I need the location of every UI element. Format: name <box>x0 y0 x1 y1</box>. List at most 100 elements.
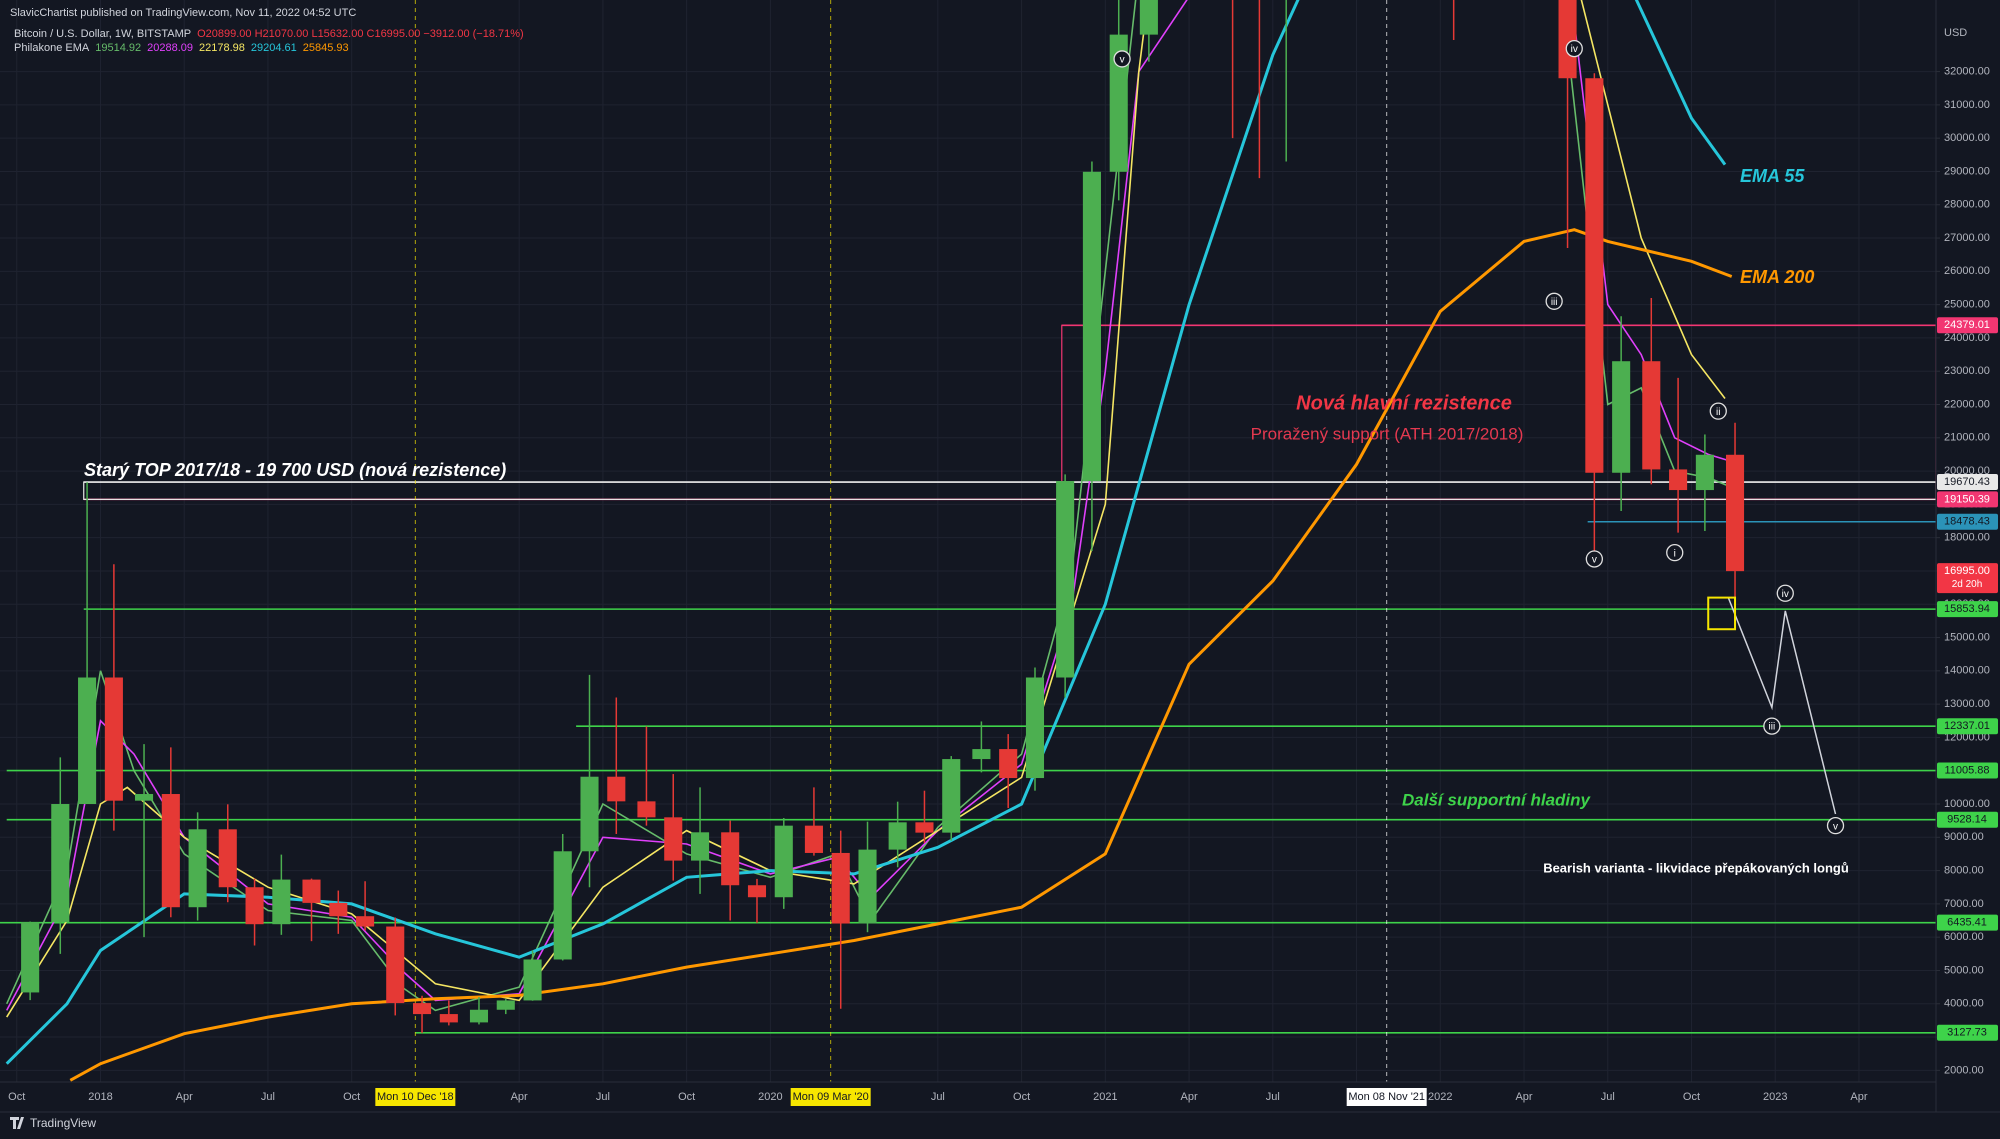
x-tick-label: 2020 <box>758 1091 782 1103</box>
price-tag-label: 3127.73 <box>1947 1027 1987 1039</box>
y-tick-label: 23000.00 <box>1944 365 1990 377</box>
x-tick-label: Oct <box>343 1091 360 1103</box>
price-tag-label: 12337.01 <box>1944 720 1990 732</box>
candle-body <box>774 825 793 898</box>
x-tick-label: Jul <box>261 1091 275 1103</box>
candle-body <box>1612 361 1631 473</box>
price-tag-countdown: 2d 20h <box>1952 579 1983 590</box>
y-tick-label: 7000.00 <box>1944 898 1984 910</box>
footer-bar <box>0 1112 2000 1139</box>
y-tick-label: 28000.00 <box>1944 199 1990 211</box>
price-tag <box>1937 718 1998 735</box>
y-tick-label: 20000.00 <box>1944 465 1990 477</box>
annotation: Bearish varianta - likvidace přepákovaný… <box>1543 860 1849 875</box>
wave-label: i <box>1674 548 1676 559</box>
candle-body <box>1082 171 1101 482</box>
candle-body <box>553 851 572 960</box>
ema-legend-value: 22178.98 <box>199 42 245 54</box>
x-tick-label: Jul <box>1266 1091 1280 1103</box>
publish-info: SlavicChartist published on TradingView.… <box>10 7 356 19</box>
candle-body <box>1669 469 1688 491</box>
x-tick-label: Jul <box>931 1091 945 1103</box>
candle-body <box>302 879 321 903</box>
x-tick-label: Jul <box>1601 1091 1615 1103</box>
highlight-box <box>1707 596 1737 631</box>
candle-body <box>245 887 264 925</box>
price-tag <box>1937 811 1998 828</box>
candle-body <box>804 825 823 853</box>
price-tag <box>1937 601 1998 618</box>
indicator-name: Philakone EMA <box>14 42 90 54</box>
candle-body <box>51 804 70 923</box>
wave-label: v <box>1592 555 1597 566</box>
wave-circle <box>1565 39 1583 58</box>
price-tag <box>1937 563 1998 594</box>
indicator-line: Philakone EMA 19514.92 20288.09 22178.98 292… <box>14 42 349 54</box>
candle-body <box>1025 677 1045 779</box>
wave-circle <box>1826 816 1845 835</box>
price-tag <box>1937 513 1998 530</box>
candle-body <box>831 852 850 924</box>
price-tag-label: 6435.41 <box>1947 917 1987 929</box>
symbol: Bitcoin / U.S. Dollar, 1W, BITSTAMP <box>14 28 191 40</box>
x-tick-label: Oct <box>678 1091 695 1103</box>
wave-label: iii <box>1769 722 1776 733</box>
date-flag <box>1346 1088 1427 1106</box>
candle-body <box>134 794 154 801</box>
y-tick-label: 12000.00 <box>1944 731 1990 743</box>
ema-legend-value: 19514.92 <box>95 42 141 54</box>
candle-body <box>329 902 348 917</box>
ema-line <box>5 0 1727 1065</box>
wave-label: iii <box>1551 297 1558 308</box>
y-tick-label: 30000.00 <box>1944 132 1990 144</box>
wave-label: iv <box>1571 44 1578 55</box>
candle-body <box>580 776 599 852</box>
candle-body <box>1695 454 1714 491</box>
wave-circle <box>1585 550 1604 568</box>
y-tick-label: 9000.00 <box>1944 831 1984 843</box>
candle-body <box>690 832 710 861</box>
candle-body <box>1139 0 1158 35</box>
date-flag <box>790 1088 871 1106</box>
x-tick-label: 2021 <box>1093 1091 1117 1103</box>
wave-label: v <box>1120 55 1125 66</box>
y-tick-label: 21000.00 <box>1944 432 1990 444</box>
wave-circle <box>1113 50 1131 68</box>
y-tick-label: 26000.00 <box>1944 265 1990 277</box>
y-tick-label: 15000.00 <box>1944 631 1990 643</box>
candle-body <box>161 794 180 908</box>
x-tick-label: Apr <box>1515 1091 1532 1103</box>
y-tick-label: 13000.00 <box>1944 698 1990 710</box>
ema-legend-value: 29204.61 <box>251 42 297 54</box>
date-flag-label: Mon 08 Nov '21 <box>1348 1091 1425 1103</box>
price-tag <box>1937 474 1998 491</box>
y-tick-label: 2000.00 <box>1944 1064 1984 1076</box>
x-tick-label: 2022 <box>1428 1091 1452 1103</box>
candle-body <box>721 832 740 886</box>
candle-body <box>999 749 1018 779</box>
annotation: EMA 200 <box>1740 267 1814 287</box>
y-tick-label: 31000.00 <box>1944 99 1990 111</box>
price-tag-label: 19150.39 <box>1944 493 1990 505</box>
candle-body <box>412 1003 432 1015</box>
candle-body <box>942 759 961 833</box>
y-tick-label: 4000.00 <box>1944 998 1984 1010</box>
x-tick-label: Oct <box>1683 1091 1700 1103</box>
candle-body <box>496 1000 515 1010</box>
price-tag-label: 16995.00 <box>1944 565 1990 577</box>
wave-circle <box>1709 402 1727 420</box>
annotation: Proražený support (ATH 2017/2018) <box>1251 424 1524 443</box>
annotation: EMA 55 <box>1740 166 1805 186</box>
candle-body <box>188 829 207 908</box>
date-flag-label: Mon 09 Mar '20 <box>793 1091 869 1103</box>
candle-body <box>356 916 375 927</box>
y-tick-label: 10000.00 <box>1944 798 1990 810</box>
y-tick-label: 22000.00 <box>1944 398 1990 410</box>
wave-circle <box>1776 584 1794 602</box>
candle-body <box>664 817 683 861</box>
x-tick-label: Apr <box>1181 1091 1198 1103</box>
y-tick-label: 29000.00 <box>1944 165 1990 177</box>
